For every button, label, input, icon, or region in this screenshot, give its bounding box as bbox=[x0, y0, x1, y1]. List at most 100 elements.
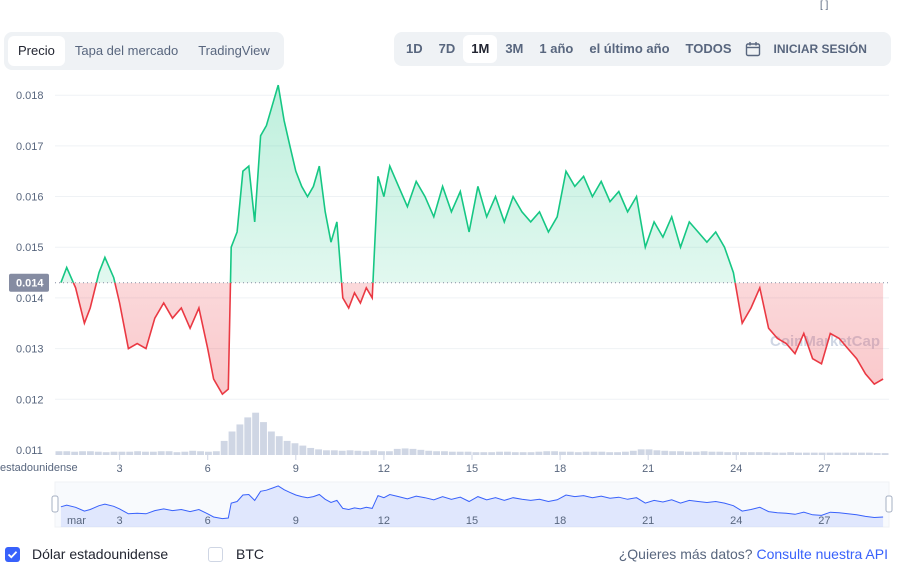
volume-bar bbox=[771, 452, 779, 455]
usd-checkbox[interactable] bbox=[5, 547, 20, 562]
volume-bar bbox=[212, 451, 220, 455]
volume-bar bbox=[527, 452, 535, 455]
tab-tradingview[interactable]: TradingView bbox=[198, 43, 270, 58]
x-tick-label: 3 bbox=[117, 463, 123, 475]
x-tick-label: 18 bbox=[554, 463, 566, 475]
api-link[interactable]: Consulte nuestra API bbox=[756, 546, 888, 562]
volume-bar bbox=[850, 452, 858, 455]
volume-bar bbox=[228, 431, 236, 455]
area-below-baseline bbox=[60, 282, 884, 395]
volume-bar bbox=[236, 424, 244, 455]
navigator-line bbox=[60, 485, 884, 520]
volume-bar bbox=[393, 448, 401, 455]
chart-footer: Dólar estadounidense BTC ¿Quieres más da… bbox=[0, 540, 914, 568]
volume-bar bbox=[747, 452, 755, 455]
volume-bar bbox=[669, 451, 677, 455]
volume-bar bbox=[55, 451, 63, 455]
volume-bar bbox=[417, 449, 425, 455]
volume-bar bbox=[126, 451, 134, 455]
volume-bar bbox=[582, 451, 590, 455]
volume-bar bbox=[165, 451, 173, 455]
price-line-up bbox=[60, 84, 736, 283]
navigator-tick-label: 9 bbox=[293, 515, 299, 527]
range-1-ano[interactable]: 1 año bbox=[539, 41, 574, 56]
btc-checkbox[interactable] bbox=[208, 547, 223, 562]
navigator-tick-label: 24 bbox=[730, 515, 742, 527]
volume-bar bbox=[385, 451, 393, 455]
range-todos[interactable]: TODOS bbox=[685, 41, 732, 56]
navigator-label: mar bbox=[67, 515, 86, 527]
price-line-down bbox=[60, 282, 884, 396]
volume-bar bbox=[94, 451, 102, 455]
navigator-tick-label: 15 bbox=[466, 515, 478, 527]
y-tick-label: 0.015 bbox=[16, 242, 44, 254]
x-tick-label: 15 bbox=[466, 463, 478, 475]
tab-precio[interactable]: Precio bbox=[8, 36, 65, 66]
range-3m[interactable]: 3M bbox=[505, 41, 524, 56]
volume-bar bbox=[315, 449, 323, 455]
volume-bar bbox=[621, 451, 629, 455]
volume-bar bbox=[716, 451, 724, 455]
volume-bar bbox=[881, 453, 889, 455]
login-button[interactable]: INICIAR SESIÓN bbox=[773, 42, 867, 56]
volume-bar bbox=[802, 452, 810, 455]
volume-bar bbox=[865, 452, 873, 455]
volume-bar bbox=[779, 452, 787, 455]
volume-bar bbox=[464, 451, 472, 455]
baseline-label: 0.014 bbox=[16, 278, 44, 290]
volume-bar bbox=[448, 451, 456, 455]
volume-bar bbox=[102, 452, 110, 455]
volume-bar bbox=[480, 452, 488, 455]
volume-bar bbox=[142, 451, 149, 455]
volume-bar bbox=[645, 449, 653, 455]
volume-bar bbox=[590, 451, 598, 455]
navigator-area bbox=[60, 485, 884, 527]
navigator-tick-label: 12 bbox=[378, 515, 390, 527]
y-tick-label: 0.017 bbox=[16, 141, 44, 153]
check-icon bbox=[7, 551, 18, 559]
volume-bar bbox=[551, 451, 559, 455]
range-7d[interactable]: 7D bbox=[438, 41, 456, 56]
volume-bar bbox=[433, 451, 441, 455]
navigator-tick-label: 18 bbox=[554, 515, 566, 527]
y-tick-label: 0.012 bbox=[16, 394, 44, 406]
volume-bar bbox=[503, 451, 511, 455]
tab-tapa-del-mercado[interactable]: Tapa del mercado bbox=[74, 43, 179, 58]
volume-bar bbox=[653, 450, 661, 455]
navigator-handle-left[interactable] bbox=[51, 495, 59, 513]
range-1d[interactable]: 1D bbox=[406, 41, 423, 56]
volume-bar bbox=[204, 451, 212, 455]
volume-bar bbox=[732, 452, 740, 455]
volume-bar bbox=[220, 440, 228, 455]
volume-bar bbox=[456, 451, 464, 455]
y-tick-label: 0.016 bbox=[16, 192, 44, 204]
volume-bar bbox=[323, 450, 330, 455]
calendar-icon[interactable] bbox=[740, 35, 766, 63]
x-tick-label: 24 bbox=[730, 463, 742, 475]
volume-bar bbox=[826, 452, 834, 455]
volume-bar bbox=[291, 443, 299, 455]
volume-bar bbox=[354, 450, 362, 455]
volume-bar bbox=[511, 452, 519, 455]
volume-bar bbox=[275, 436, 283, 455]
volume-bar bbox=[700, 451, 708, 455]
volume-bar bbox=[858, 452, 865, 455]
volume-bar bbox=[307, 447, 315, 455]
navigator-tick-label: 21 bbox=[642, 515, 654, 527]
range-el-ultimo-ano[interactable]: el último año bbox=[589, 41, 670, 56]
volume-bar bbox=[401, 448, 409, 455]
volume-bar bbox=[362, 451, 370, 455]
price-chart[interactable]: 0.018 0.017 0.016 0.015 0.014 0.013 0.012 0.011… bbox=[0, 80, 914, 536]
x-tick-label: 21 bbox=[642, 463, 654, 475]
volume-bar bbox=[378, 451, 385, 455]
volume-bar bbox=[330, 450, 338, 455]
volume-bar bbox=[543, 451, 551, 455]
volume-bar bbox=[63, 451, 71, 455]
range-1m[interactable]: 1M bbox=[463, 35, 498, 63]
volume-bar bbox=[842, 452, 850, 455]
navigator-background bbox=[54, 481, 890, 528]
navigator-handle-right[interactable] bbox=[885, 495, 893, 513]
y-tick-label: 0.011 bbox=[16, 445, 43, 457]
x-tick-label: 27 bbox=[818, 463, 830, 475]
volume-bar bbox=[535, 451, 543, 455]
